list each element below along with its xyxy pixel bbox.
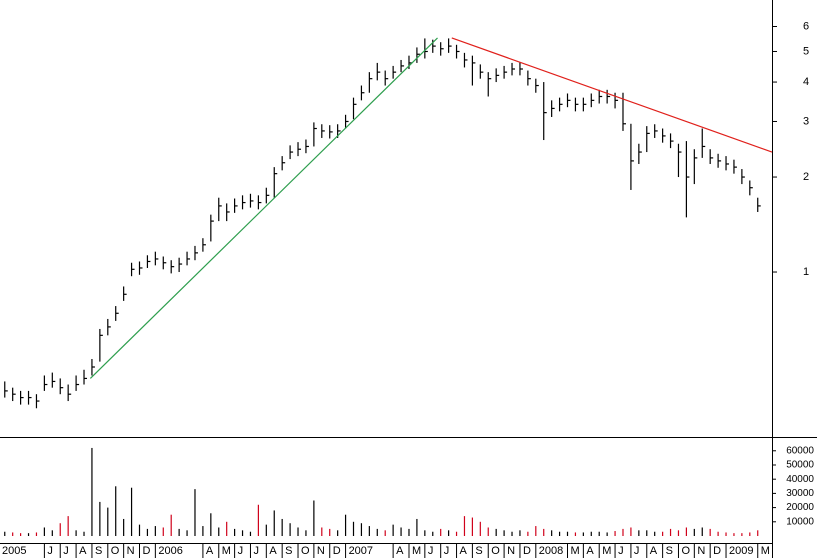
x-tick-label: M bbox=[761, 545, 770, 557]
x-tick-label: J bbox=[238, 545, 244, 557]
x-tick-label: 2009 bbox=[729, 545, 753, 557]
y-tick-label: 30000 bbox=[786, 488, 814, 499]
x-tick-label: D bbox=[523, 545, 531, 557]
x-tick-label: O bbox=[111, 545, 120, 557]
x-tick-label: O bbox=[491, 545, 500, 557]
x-tick-label: D bbox=[142, 545, 150, 557]
x-tick-label: J bbox=[634, 545, 640, 557]
trend-line bbox=[451, 37, 773, 153]
x-tick-label: N bbox=[317, 545, 325, 557]
y-tick-label: 1 bbox=[803, 266, 809, 278]
y-tick-label: 60000 bbox=[786, 445, 814, 456]
x-tick-label: O bbox=[301, 545, 310, 557]
x-tick-label: J bbox=[47, 545, 53, 557]
x-tick-label: N bbox=[697, 545, 705, 557]
x-tick-label: S bbox=[95, 545, 102, 557]
x-tick-label: A bbox=[650, 545, 658, 557]
x-tick-label: N bbox=[507, 545, 515, 557]
x-tick-label: J bbox=[618, 545, 624, 557]
y-tick-label: 40000 bbox=[786, 474, 814, 485]
x-tick-label: A bbox=[586, 545, 594, 557]
x-tick-label: M bbox=[222, 545, 231, 557]
x-tick-label: A bbox=[396, 545, 404, 557]
x-tick-label: A bbox=[79, 545, 87, 557]
x-tick-label: J bbox=[428, 545, 434, 557]
y-tick-label: 3 bbox=[803, 115, 809, 127]
x-tick-label: J bbox=[63, 545, 68, 557]
x-tick-label: M bbox=[602, 545, 611, 557]
x-tick-label: A bbox=[206, 545, 214, 557]
x-tick-label: 2007 bbox=[349, 545, 373, 557]
x-tick-label: S bbox=[285, 545, 292, 557]
x-tick-label: O bbox=[681, 545, 690, 557]
x-tick-label: N bbox=[127, 545, 135, 557]
y-tick-label: 2 bbox=[803, 171, 809, 183]
x-tick-label: M bbox=[412, 545, 421, 557]
y-tick-label: 20000 bbox=[786, 502, 814, 513]
x-tick-label: S bbox=[475, 545, 482, 557]
x-tick-label: D bbox=[333, 545, 341, 557]
trend-line bbox=[89, 37, 438, 379]
x-tick-label: A bbox=[460, 545, 468, 557]
y-tick-label: 50000 bbox=[786, 460, 814, 471]
y-tick-label: 10000 bbox=[786, 516, 814, 527]
y-tick-label: 6 bbox=[803, 20, 809, 32]
x-tick-label: J bbox=[253, 545, 258, 557]
x-tick-label: M bbox=[571, 545, 580, 557]
x-tick-label: S bbox=[666, 545, 673, 557]
x-tick-label: 2006 bbox=[158, 545, 182, 557]
x-tick-label: 2005 bbox=[2, 545, 26, 557]
x-tick-label: J bbox=[444, 545, 450, 557]
x-tick-label: A bbox=[269, 545, 277, 557]
y-tick-label: 5 bbox=[803, 45, 809, 57]
x-tick-label: 2008 bbox=[539, 545, 563, 557]
x-tick-label: D bbox=[713, 545, 721, 557]
y-tick-label: 4 bbox=[803, 76, 809, 88]
